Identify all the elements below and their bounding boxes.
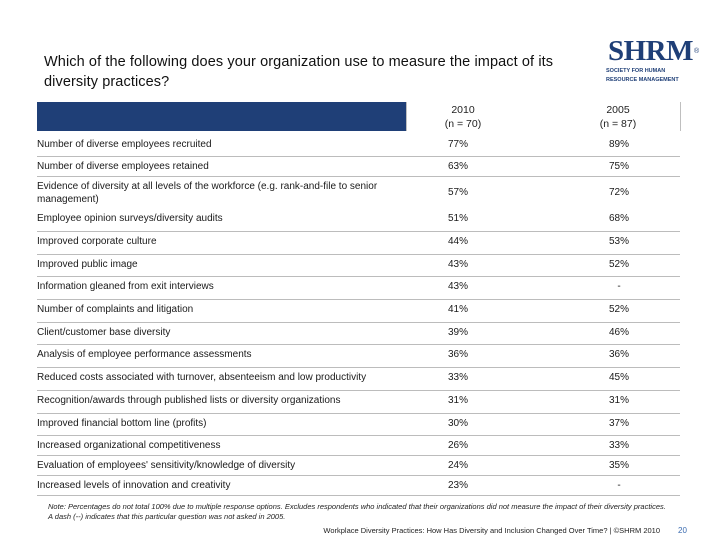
row-label: Client/customer base diversity xyxy=(37,327,171,338)
row-label: Employee opinion surveys/diversity audit… xyxy=(37,213,223,224)
row-value-2010: 23% xyxy=(447,480,468,491)
row-divider xyxy=(37,435,680,436)
row-value-2010: 36% xyxy=(447,349,468,360)
row-value-2010: 44% xyxy=(447,236,468,247)
row-value-2010: 43% xyxy=(447,281,468,292)
logo-wordmark: SHRM xyxy=(608,35,694,67)
row-label: Number of complaints and litigation xyxy=(37,304,194,315)
row-value-2005: 31% xyxy=(608,395,629,406)
row-label: Reduced costs associated with turnover, … xyxy=(37,372,367,383)
logo-registered-mark: ® xyxy=(694,47,700,55)
row-value-2005: - xyxy=(617,281,621,292)
row-divider xyxy=(37,299,680,300)
row-value-2005: 33% xyxy=(608,440,629,451)
row-value-2010: 57% xyxy=(447,187,468,198)
row-label: Increased organizational competitiveness xyxy=(37,440,221,451)
slide-title: Which of the following does your organiz… xyxy=(44,54,554,90)
row-value-2010: 31% xyxy=(447,395,468,406)
logo-subtitle-line-2: RESOURCE MANAGEMENT xyxy=(606,76,679,83)
row-value-2005: 72% xyxy=(608,187,629,198)
row-divider xyxy=(37,254,680,255)
row-value-2005: 35% xyxy=(608,460,629,471)
row-divider xyxy=(37,156,680,157)
row-value-2010: 39% xyxy=(447,327,468,338)
column-header-2010: 2010 (n = 70) xyxy=(423,103,503,131)
row-value-2005: - xyxy=(617,480,621,491)
row-value-2005: 75% xyxy=(608,161,629,172)
row-value-2005: 36% xyxy=(608,349,629,360)
row-value-2005: 46% xyxy=(608,327,629,338)
shrm-logo: SHRM ® SOCIETY FOR HUMAN RESOURCE MANAGEM… xyxy=(606,36,699,96)
row-divider xyxy=(37,495,680,496)
column-divider xyxy=(680,102,681,131)
column-year: 2010 xyxy=(451,104,475,116)
row-value-2005: 45% xyxy=(608,372,629,383)
row-value-2010: 51% xyxy=(447,213,468,224)
row-label: Number of diverse employees retained xyxy=(37,161,209,172)
table-header-bar xyxy=(37,102,406,131)
row-divider xyxy=(37,344,680,345)
row-label: Improved financial bottom line (profits) xyxy=(37,418,207,429)
column-divider xyxy=(406,102,407,131)
row-divider xyxy=(37,231,680,232)
row-value-2005: 53% xyxy=(608,236,629,247)
row-divider xyxy=(37,322,680,323)
footnote: Note: Percentages do not total 100% due … xyxy=(48,502,666,521)
footer-citation: Workplace Diversity Practices: How Has D… xyxy=(323,526,660,535)
row-value-2010: 41% xyxy=(447,304,468,315)
row-value-2010: 43% xyxy=(447,259,468,270)
row-label: Evaluation of employees' sensitivity/kno… xyxy=(37,460,296,471)
row-value-2005: 52% xyxy=(608,304,629,315)
row-value-2010: 30% xyxy=(447,418,468,429)
row-value-2010: 26% xyxy=(447,440,468,451)
row-divider xyxy=(37,276,680,277)
row-label: Analysis of employee performance assessm… xyxy=(37,349,252,360)
row-value-2010: 63% xyxy=(447,161,468,172)
logo-subtitle-line-1: SOCIETY FOR HUMAN xyxy=(606,68,666,74)
row-value-2005: 52% xyxy=(608,259,629,270)
row-divider xyxy=(37,390,680,391)
row-label: Evidence of diversity at all levels of t… xyxy=(37,181,378,205)
row-value-2010: 33% xyxy=(447,372,468,383)
column-year: 2005 xyxy=(606,104,630,116)
column-sample-size: (n = 70) xyxy=(444,118,482,130)
row-label: Improved public image xyxy=(37,259,138,270)
row-label: Number of diverse employees recruited xyxy=(37,139,212,150)
row-label: Information gleaned from exit interviews xyxy=(37,281,214,292)
row-divider xyxy=(37,176,680,177)
row-value-2005: 37% xyxy=(608,418,629,429)
row-label: Recognition/awards through published lis… xyxy=(37,395,341,406)
row-value-2010: 77% xyxy=(447,139,468,150)
row-label: Improved corporate culture xyxy=(37,236,157,247)
row-divider xyxy=(37,367,680,368)
page-number: 20 xyxy=(678,526,687,535)
row-value-2005: 68% xyxy=(608,213,629,224)
row-divider xyxy=(37,475,680,476)
row-divider xyxy=(37,413,680,414)
column-header-2005: 2005 (n = 87) xyxy=(578,103,658,131)
row-value-2010: 24% xyxy=(447,460,468,471)
row-divider xyxy=(37,455,680,456)
column-sample-size: (n = 87) xyxy=(599,118,637,130)
row-label: Increased levels of innovation and creat… xyxy=(37,480,231,491)
row-value-2005: 89% xyxy=(608,139,629,150)
